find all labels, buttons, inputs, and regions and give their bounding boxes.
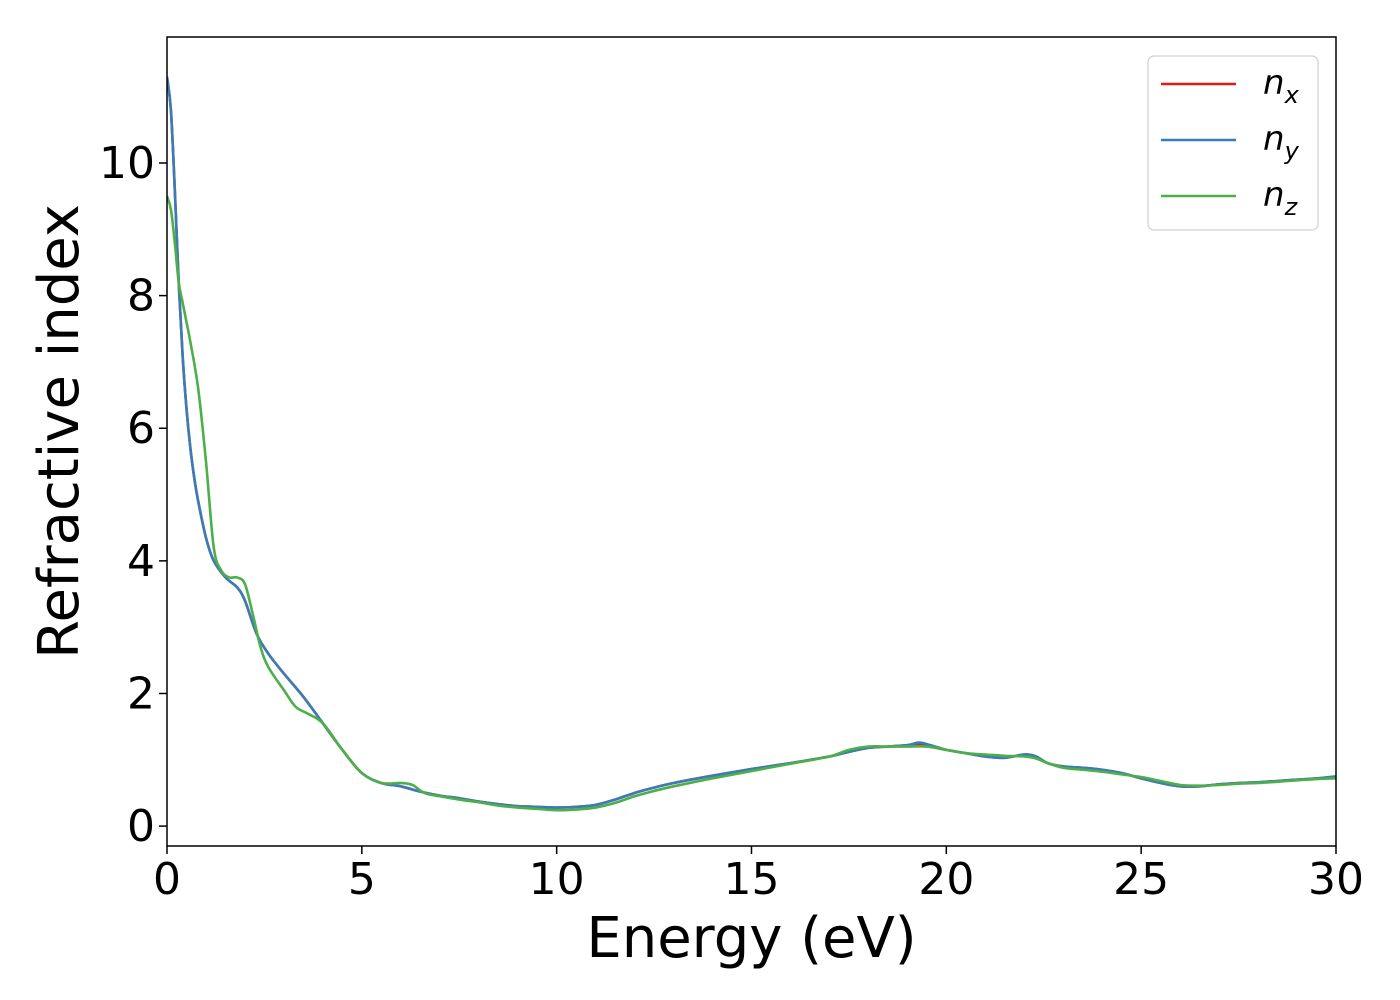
legend: nx ny nz xyxy=(1147,55,1319,231)
x-tick-label: 20 xyxy=(918,854,974,905)
x-axis-title: Energy (eV) xyxy=(586,906,916,971)
x-tick-label: 0 xyxy=(153,854,181,905)
y-tick-label: 8 xyxy=(127,271,155,322)
legend-box xyxy=(1147,55,1319,231)
x-tick-label: 5 xyxy=(348,854,376,905)
series-line-ny xyxy=(167,76,1336,809)
y-tick-label: 0 xyxy=(127,801,155,852)
y-axis-title: Refractive index xyxy=(27,204,92,659)
series-line-nz xyxy=(167,195,1336,812)
y-tick-label: 2 xyxy=(127,668,155,719)
y-axis-ticks: 0 2 4 6 8 10 xyxy=(99,138,167,852)
legend-label-ny: ny xyxy=(1263,119,1300,165)
legend-label-nz: nz xyxy=(1263,175,1299,221)
series-layer xyxy=(167,76,1336,812)
x-tick-label: 30 xyxy=(1308,854,1364,905)
x-tick-label: 15 xyxy=(724,854,780,905)
x-tick-label: 10 xyxy=(529,854,585,905)
y-tick-label: 6 xyxy=(127,403,155,454)
legend-label-nx: nx xyxy=(1263,63,1300,109)
x-axis-ticks: 0 5 10 15 20 25 30 xyxy=(153,846,1364,905)
y-tick-label: 4 xyxy=(127,536,155,587)
x-tick-label: 25 xyxy=(1113,854,1169,905)
y-tick-label: 10 xyxy=(99,138,155,189)
